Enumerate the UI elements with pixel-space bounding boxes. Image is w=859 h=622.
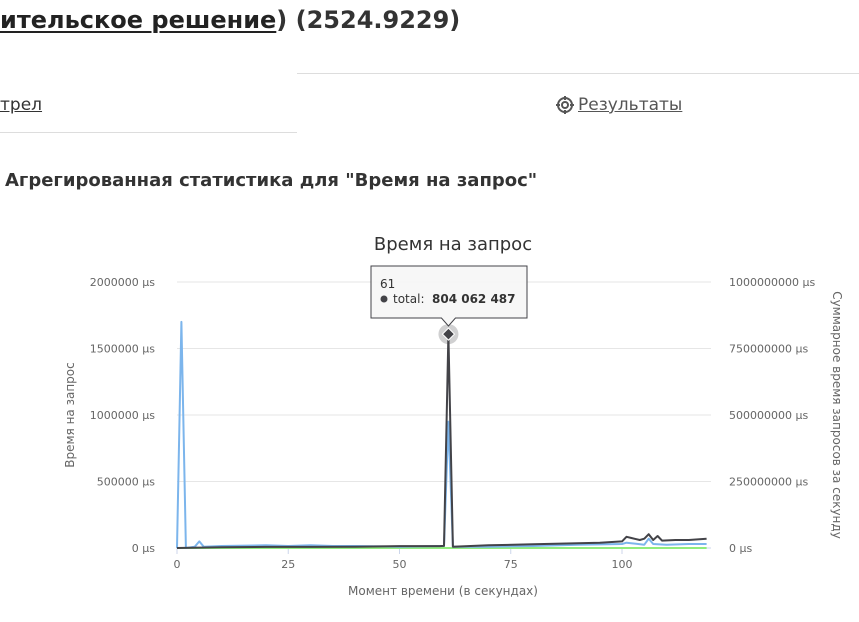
y-right-tick-label: 250000000 µs xyxy=(729,476,808,489)
target-icon xyxy=(556,96,574,114)
x-tick-label: 75 xyxy=(504,558,518,571)
y-right-tick-label: 500000000 µs xyxy=(729,409,808,422)
tab-results[interactable]: Результаты xyxy=(297,73,859,134)
y-right-axis-title: Суммарное время запросов за секунду xyxy=(830,291,844,539)
tabs: трел Результаты xyxy=(0,73,859,134)
series-line-total xyxy=(176,333,707,549)
hover-marker xyxy=(441,327,456,341)
x-tick-label: 0 xyxy=(174,558,181,571)
tooltip-header: 61 xyxy=(380,277,395,291)
y-right-tick-label: 1000000000 µs xyxy=(729,276,815,289)
y-left-tick-label: 1000000 µs xyxy=(90,409,155,422)
tab-shooting[interactable]: трел xyxy=(0,73,298,133)
y-left-tick-label: 1500000 µs xyxy=(90,343,155,356)
tooltip-value: 804 062 487 xyxy=(432,292,516,306)
x-tick-label: 50 xyxy=(393,558,407,571)
x-tick-label: 25 xyxy=(281,558,295,571)
y-left-axis-title: Время на запрос xyxy=(63,362,77,467)
title-link[interactable]: ительское решение xyxy=(0,6,277,34)
tooltip-series-dot xyxy=(380,295,388,303)
x-tick-label: 100 xyxy=(612,558,633,571)
series-line-per-request xyxy=(176,320,707,549)
tab-shooting-label[interactable]: трел xyxy=(0,95,43,115)
y-right-tick-label: 0 µs xyxy=(729,542,752,555)
y-left-tick-label: 0 µs xyxy=(132,542,155,555)
tab-results-label[interactable]: Результаты xyxy=(578,95,683,115)
title-suffix: ) (2524.9229) xyxy=(276,6,461,34)
y-left-tick-label: 2000000 µs xyxy=(90,276,155,289)
page-title: ительское решение) (2524.9229) xyxy=(0,6,460,34)
chart-title: Время на запрос xyxy=(374,234,532,255)
y-right-tick-label: 750000000 µs xyxy=(729,343,808,356)
tooltip-box xyxy=(370,265,528,327)
x-axis-title: Момент времени (в секундах) xyxy=(348,584,538,598)
y-left-tick-label: 500000 µs xyxy=(97,476,155,489)
tooltip-series-label: total: xyxy=(393,292,424,306)
section-heading: Агрегированная статистика для "Время на … xyxy=(5,170,538,191)
